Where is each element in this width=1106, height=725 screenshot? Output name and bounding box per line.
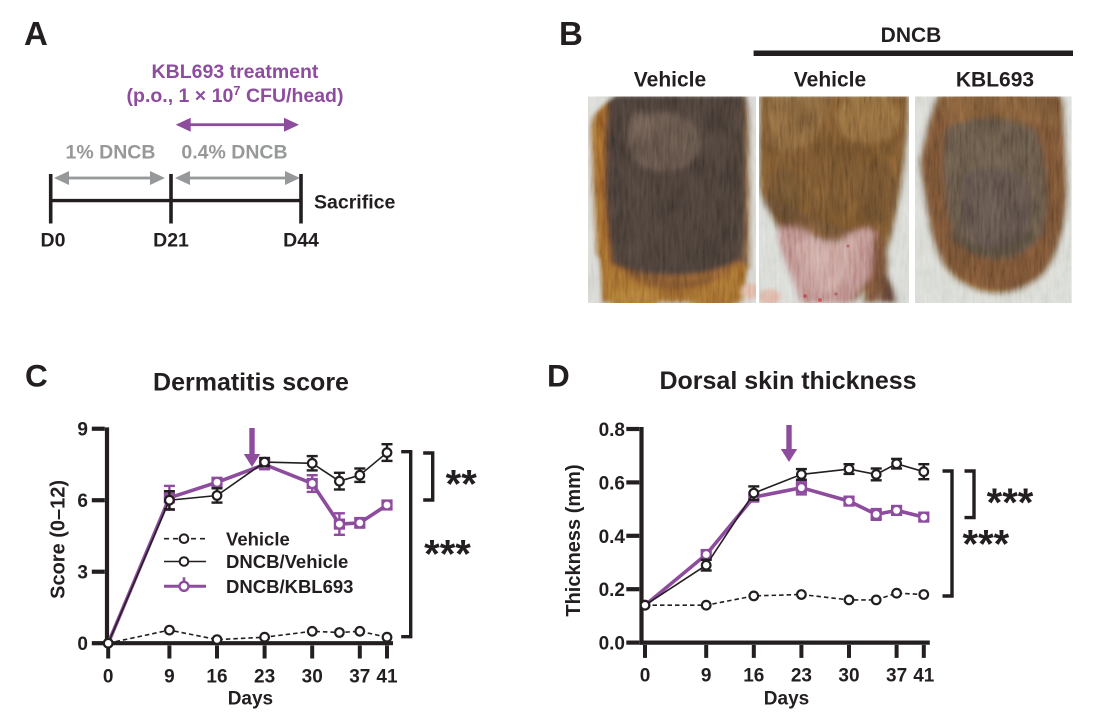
svg-text:0: 0 (640, 666, 651, 687)
svg-text:0.2: 0.2 (599, 580, 625, 601)
svg-text:23: 23 (791, 666, 812, 687)
svg-text:D44: D44 (283, 230, 319, 252)
svg-text:B: B (559, 15, 583, 52)
svg-text:Days: Days (764, 689, 809, 710)
svg-text:KBL693 treatment: KBL693 treatment (152, 61, 319, 83)
svg-text:0: 0 (77, 634, 88, 655)
svg-text:DNCB/KBL693: DNCB/KBL693 (226, 576, 353, 597)
svg-text:0.6: 0.6 (599, 473, 625, 494)
svg-text:30: 30 (302, 666, 323, 687)
svg-text:41: 41 (913, 666, 935, 687)
svg-text:41: 41 (376, 666, 398, 687)
svg-text:0.4: 0.4 (599, 527, 626, 548)
svg-text:6: 6 (77, 491, 88, 512)
svg-text:30: 30 (838, 666, 859, 687)
svg-text:9: 9 (164, 666, 175, 687)
svg-text:D: D (547, 358, 570, 394)
svg-text:A: A (24, 15, 48, 52)
svg-text:9: 9 (77, 420, 88, 441)
svg-text:***: *** (963, 523, 1010, 567)
svg-text:1% DNCB: 1% DNCB (66, 142, 156, 164)
svg-text:DNCB: DNCB (881, 24, 942, 47)
svg-text:0.0: 0.0 (599, 634, 625, 655)
svg-text:Vehicle: Vehicle (794, 69, 866, 92)
svg-text:**: ** (446, 463, 478, 507)
svg-text:23: 23 (254, 666, 275, 687)
svg-text:Vehicle: Vehicle (634, 69, 706, 92)
svg-text:0: 0 (103, 666, 114, 687)
svg-text:C: C (25, 358, 48, 394)
svg-text:***: *** (424, 533, 471, 577)
svg-text:3: 3 (77, 563, 88, 584)
svg-text:37: 37 (349, 666, 370, 687)
svg-text:Vehicle: Vehicle (226, 528, 290, 549)
svg-text:37: 37 (886, 666, 907, 687)
svg-text:16: 16 (206, 666, 227, 687)
svg-text:0.8: 0.8 (599, 420, 625, 441)
svg-text:16: 16 (743, 666, 764, 687)
svg-text:D21: D21 (153, 230, 189, 252)
svg-text:DNCB/Vehicle: DNCB/Vehicle (226, 551, 348, 572)
svg-text:(p.o., 1 × 107 CFU/head): (p.o., 1 × 107 CFU/head) (127, 83, 344, 108)
svg-text:D0: D0 (41, 230, 66, 252)
svg-text:KBL693: KBL693 (956, 69, 1034, 92)
svg-text:Sacrifice: Sacrifice (314, 192, 395, 214)
svg-text:Days: Days (228, 689, 273, 710)
svg-text:***: *** (987, 481, 1034, 525)
svg-text:0.4% DNCB: 0.4% DNCB (181, 142, 287, 164)
svg-text:Dorsal skin thickness: Dorsal skin thickness (659, 367, 916, 395)
svg-text:Thickness (mm): Thickness (mm) (563, 464, 585, 616)
svg-text:9: 9 (701, 666, 712, 687)
svg-text:Dermatitis score: Dermatitis score (153, 369, 349, 397)
svg-text:Score (0–12): Score (0–12) (48, 480, 70, 599)
